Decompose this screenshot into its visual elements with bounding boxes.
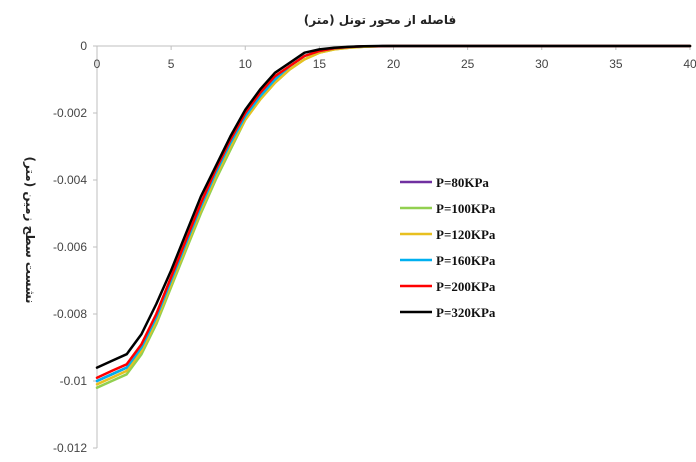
y-tick-label: -0.012 [53,441,87,455]
x-axis-title: فاصله از محور تونل (متر) [304,13,456,28]
series-line [95,44,692,379]
x-tick-label: 10 [239,57,253,71]
x-tick-label: 5 [168,57,175,71]
plot-area: 0 -0.002 -0.004 -0.006 -0.008 -0.01 -0.012 0 5 10… [53,39,696,455]
legend-label: P=320KPa [436,305,496,320]
legend-label: P=80KPa [436,175,489,190]
x-tick-label: 0 [94,57,101,71]
x-tick-label: 35 [609,57,623,71]
legend-label: P=200KPa [436,279,496,294]
x-tick-label: 15 [313,57,327,71]
series-line [95,44,692,383]
legend-label: P=120KPa [436,227,496,242]
series-line [95,44,692,383]
y-tick-label: 0 [80,39,87,53]
series-line [95,44,692,386]
series-line [95,44,692,369]
series-line [95,44,692,389]
y-tick-label: -0.006 [53,240,87,254]
y-tick-label: -0.01 [60,374,88,388]
legend: P=80KPa P=100KPa P=120KPa P=160KPa P=200KPa P… [400,175,496,320]
legend-label: P=160KPa [436,253,496,268]
y-tick-label: -0.002 [53,106,87,120]
y-tick-label: -0.008 [53,307,87,321]
x-tick-label: 25 [461,57,475,71]
x-tick-label: 30 [535,57,549,71]
y-tick-label: -0.004 [53,173,87,187]
y-axis-title: نشست سطح زمین (متر) [23,156,37,303]
legend-label: P=100KPa [436,201,496,216]
x-tick-label: 40 [683,57,696,71]
x-tick-label: 20 [387,57,401,71]
